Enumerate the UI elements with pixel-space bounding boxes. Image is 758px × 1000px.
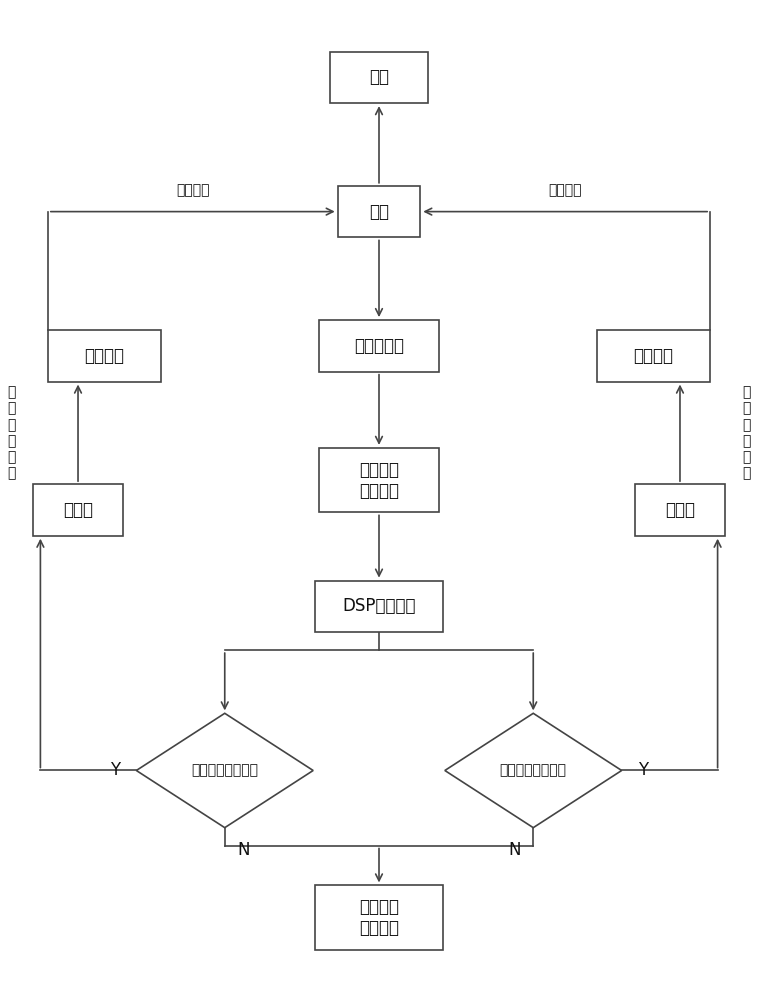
Text: 调
节
摆
动
幅
度: 调 节 摆 动 幅 度 — [8, 385, 16, 480]
Bar — [330, 52, 428, 103]
Bar — [315, 885, 443, 950]
Text: 偏差补偿: 偏差补偿 — [549, 183, 582, 197]
Bar — [319, 448, 439, 512]
Text: 霍尔传感器: 霍尔传感器 — [354, 337, 404, 355]
Bar — [319, 320, 439, 372]
Text: Y: Y — [110, 761, 121, 779]
Text: 驱动器: 驱动器 — [665, 501, 695, 519]
Text: 不作调整
继续焊接: 不作调整 继续焊接 — [359, 898, 399, 937]
Text: 摆动机构: 摆动机构 — [84, 347, 124, 365]
Bar — [597, 330, 710, 382]
Text: 是否存在焊缝间隙: 是否存在焊缝间隙 — [191, 763, 258, 777]
Bar — [33, 484, 123, 536]
Text: 驱动器: 驱动器 — [63, 501, 93, 519]
Bar — [48, 330, 161, 382]
Text: 数字滤波
硬件滤波: 数字滤波 硬件滤波 — [359, 461, 399, 500]
Text: 焊枪: 焊枪 — [369, 203, 389, 221]
Text: 工件: 工件 — [369, 68, 389, 86]
Text: 间隙补偿: 间隙补偿 — [176, 183, 209, 197]
Text: DSP采样分析: DSP采样分析 — [343, 597, 415, 615]
Polygon shape — [445, 713, 622, 828]
Text: Y: Y — [637, 761, 648, 779]
Text: N: N — [237, 841, 250, 859]
Text: 十字滑架: 十字滑架 — [634, 347, 674, 365]
Text: 控
制
滑
架
移
动: 控 制 滑 架 移 动 — [742, 385, 750, 480]
Text: N: N — [508, 841, 521, 859]
Bar — [635, 484, 725, 536]
Bar — [337, 186, 421, 237]
Text: 是否存在焊缝偏差: 是否存在焊缝偏差 — [500, 763, 567, 777]
Polygon shape — [136, 713, 313, 828]
Bar — [315, 581, 443, 632]
